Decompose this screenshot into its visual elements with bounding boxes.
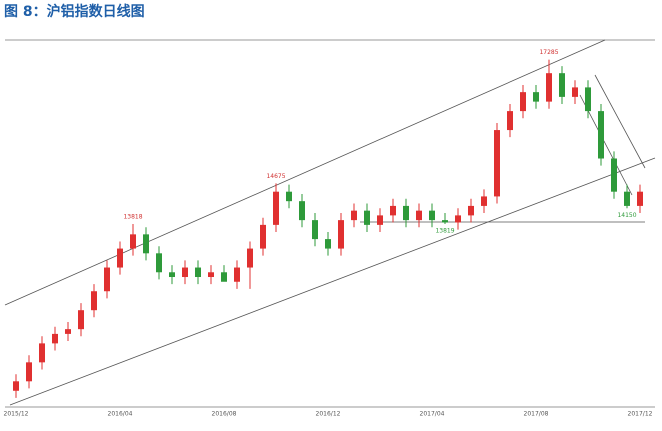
candle-body [299, 201, 305, 221]
candle-body [52, 333, 58, 344]
candle-body [416, 210, 422, 221]
candle-body [39, 343, 45, 363]
candle-body [611, 158, 617, 192]
candle-body [221, 272, 227, 282]
candle-body [585, 87, 591, 112]
candle-body [13, 381, 19, 391]
candle-body [169, 272, 175, 278]
candle-body [624, 191, 630, 206]
candle-body [273, 191, 279, 225]
channel-upper [4, 39, 606, 306]
candle-body [286, 191, 292, 202]
candle-body [494, 130, 500, 197]
candle-body [520, 92, 526, 112]
candle-body [26, 362, 32, 382]
candle-body [65, 329, 71, 334]
candle-body [429, 210, 435, 221]
x-tick-label: 2016/08 [212, 411, 237, 418]
candle-body [312, 220, 318, 240]
candle-body [507, 111, 513, 131]
chart-title: 图 8：沪铝指数日线图 [4, 3, 145, 20]
annotation: 14150 [617, 212, 636, 219]
candle-body [182, 267, 188, 278]
candle-body [247, 248, 253, 268]
down-channel-lower [579, 94, 633, 196]
candle-body [234, 267, 240, 282]
x-tick-label: 2015/12 [4, 411, 29, 418]
candle-body [104, 267, 110, 292]
candle-body [364, 210, 370, 225]
candle-body [325, 239, 331, 249]
candle-body [260, 224, 266, 249]
candle-body [156, 253, 162, 273]
x-tick-label: 2017/12 [628, 411, 653, 418]
candle-body [143, 234, 149, 254]
candle-body [533, 92, 539, 102]
down-channel-upper [594, 74, 646, 169]
annotation: 13818 [123, 214, 142, 221]
candle-body [598, 111, 604, 159]
candle-body [208, 272, 214, 278]
candle-body [117, 248, 123, 268]
candle-body [338, 220, 344, 249]
annotation: 17285 [539, 49, 558, 56]
candle-body [572, 87, 578, 97]
candle-body [377, 215, 383, 225]
x-tick-label: 2016/04 [108, 411, 133, 418]
candle-body [468, 205, 474, 216]
candle-body [481, 196, 487, 206]
candle-body [390, 205, 396, 216]
candle-body [455, 215, 461, 223]
candle-body [637, 191, 643, 206]
candle-body [351, 210, 357, 221]
candle-body [91, 291, 97, 311]
candle-body [195, 267, 201, 278]
x-tick-label: 2017/08 [524, 411, 549, 418]
candle-body [403, 205, 409, 221]
annotation: 14675 [266, 173, 285, 180]
candle-body [559, 73, 565, 97]
annotation: 13819 [435, 227, 454, 234]
x-tick-label: 2016/12 [316, 411, 341, 418]
candle-body [78, 310, 84, 330]
candle-body [546, 73, 552, 102]
candle-body [442, 220, 448, 223]
channel-lower [9, 157, 656, 406]
x-tick-label: 2017/04 [420, 411, 445, 418]
candle-body [130, 234, 136, 249]
